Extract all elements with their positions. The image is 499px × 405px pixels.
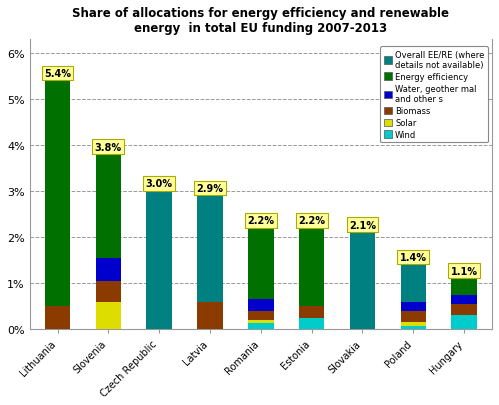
Text: 2.1%: 2.1% [349,220,376,230]
Bar [248,311,273,320]
Bar [452,304,477,315]
Bar [96,302,121,329]
Text: 2.2%: 2.2% [298,215,325,226]
Legend: Overall EE/RE (where
details not available), Energy efficiency, Water, geother m: Overall EE/RE (where details not availab… [380,47,488,143]
Bar [350,233,375,329]
Title: Share of allocations for energy efficiency and renewable
energy  in total EU fun: Share of allocations for energy efficien… [72,7,449,35]
Bar [401,311,426,322]
Bar [452,295,477,304]
Bar [401,326,426,329]
Bar [197,196,223,302]
Bar [401,302,426,311]
Bar [248,320,273,324]
Bar [45,307,70,329]
Bar [197,302,223,329]
Text: 3.8%: 3.8% [95,142,122,152]
Text: 1.1%: 1.1% [451,266,478,276]
Bar [401,322,426,326]
Text: 2.2%: 2.2% [248,215,274,226]
Bar [248,300,273,311]
Bar [96,281,121,302]
Bar [299,228,324,307]
Bar [401,265,426,302]
Bar [96,258,121,281]
Bar [248,228,273,300]
Text: 3.0%: 3.0% [146,179,173,189]
Bar [45,81,70,307]
Bar [146,192,172,329]
Bar [452,279,477,295]
Bar [299,318,324,329]
Text: 5.4%: 5.4% [44,69,71,79]
Text: 2.9%: 2.9% [197,183,224,194]
Bar [452,315,477,329]
Text: 1.4%: 1.4% [400,252,427,262]
Bar [96,146,121,258]
Bar [299,307,324,318]
Bar [248,324,273,329]
